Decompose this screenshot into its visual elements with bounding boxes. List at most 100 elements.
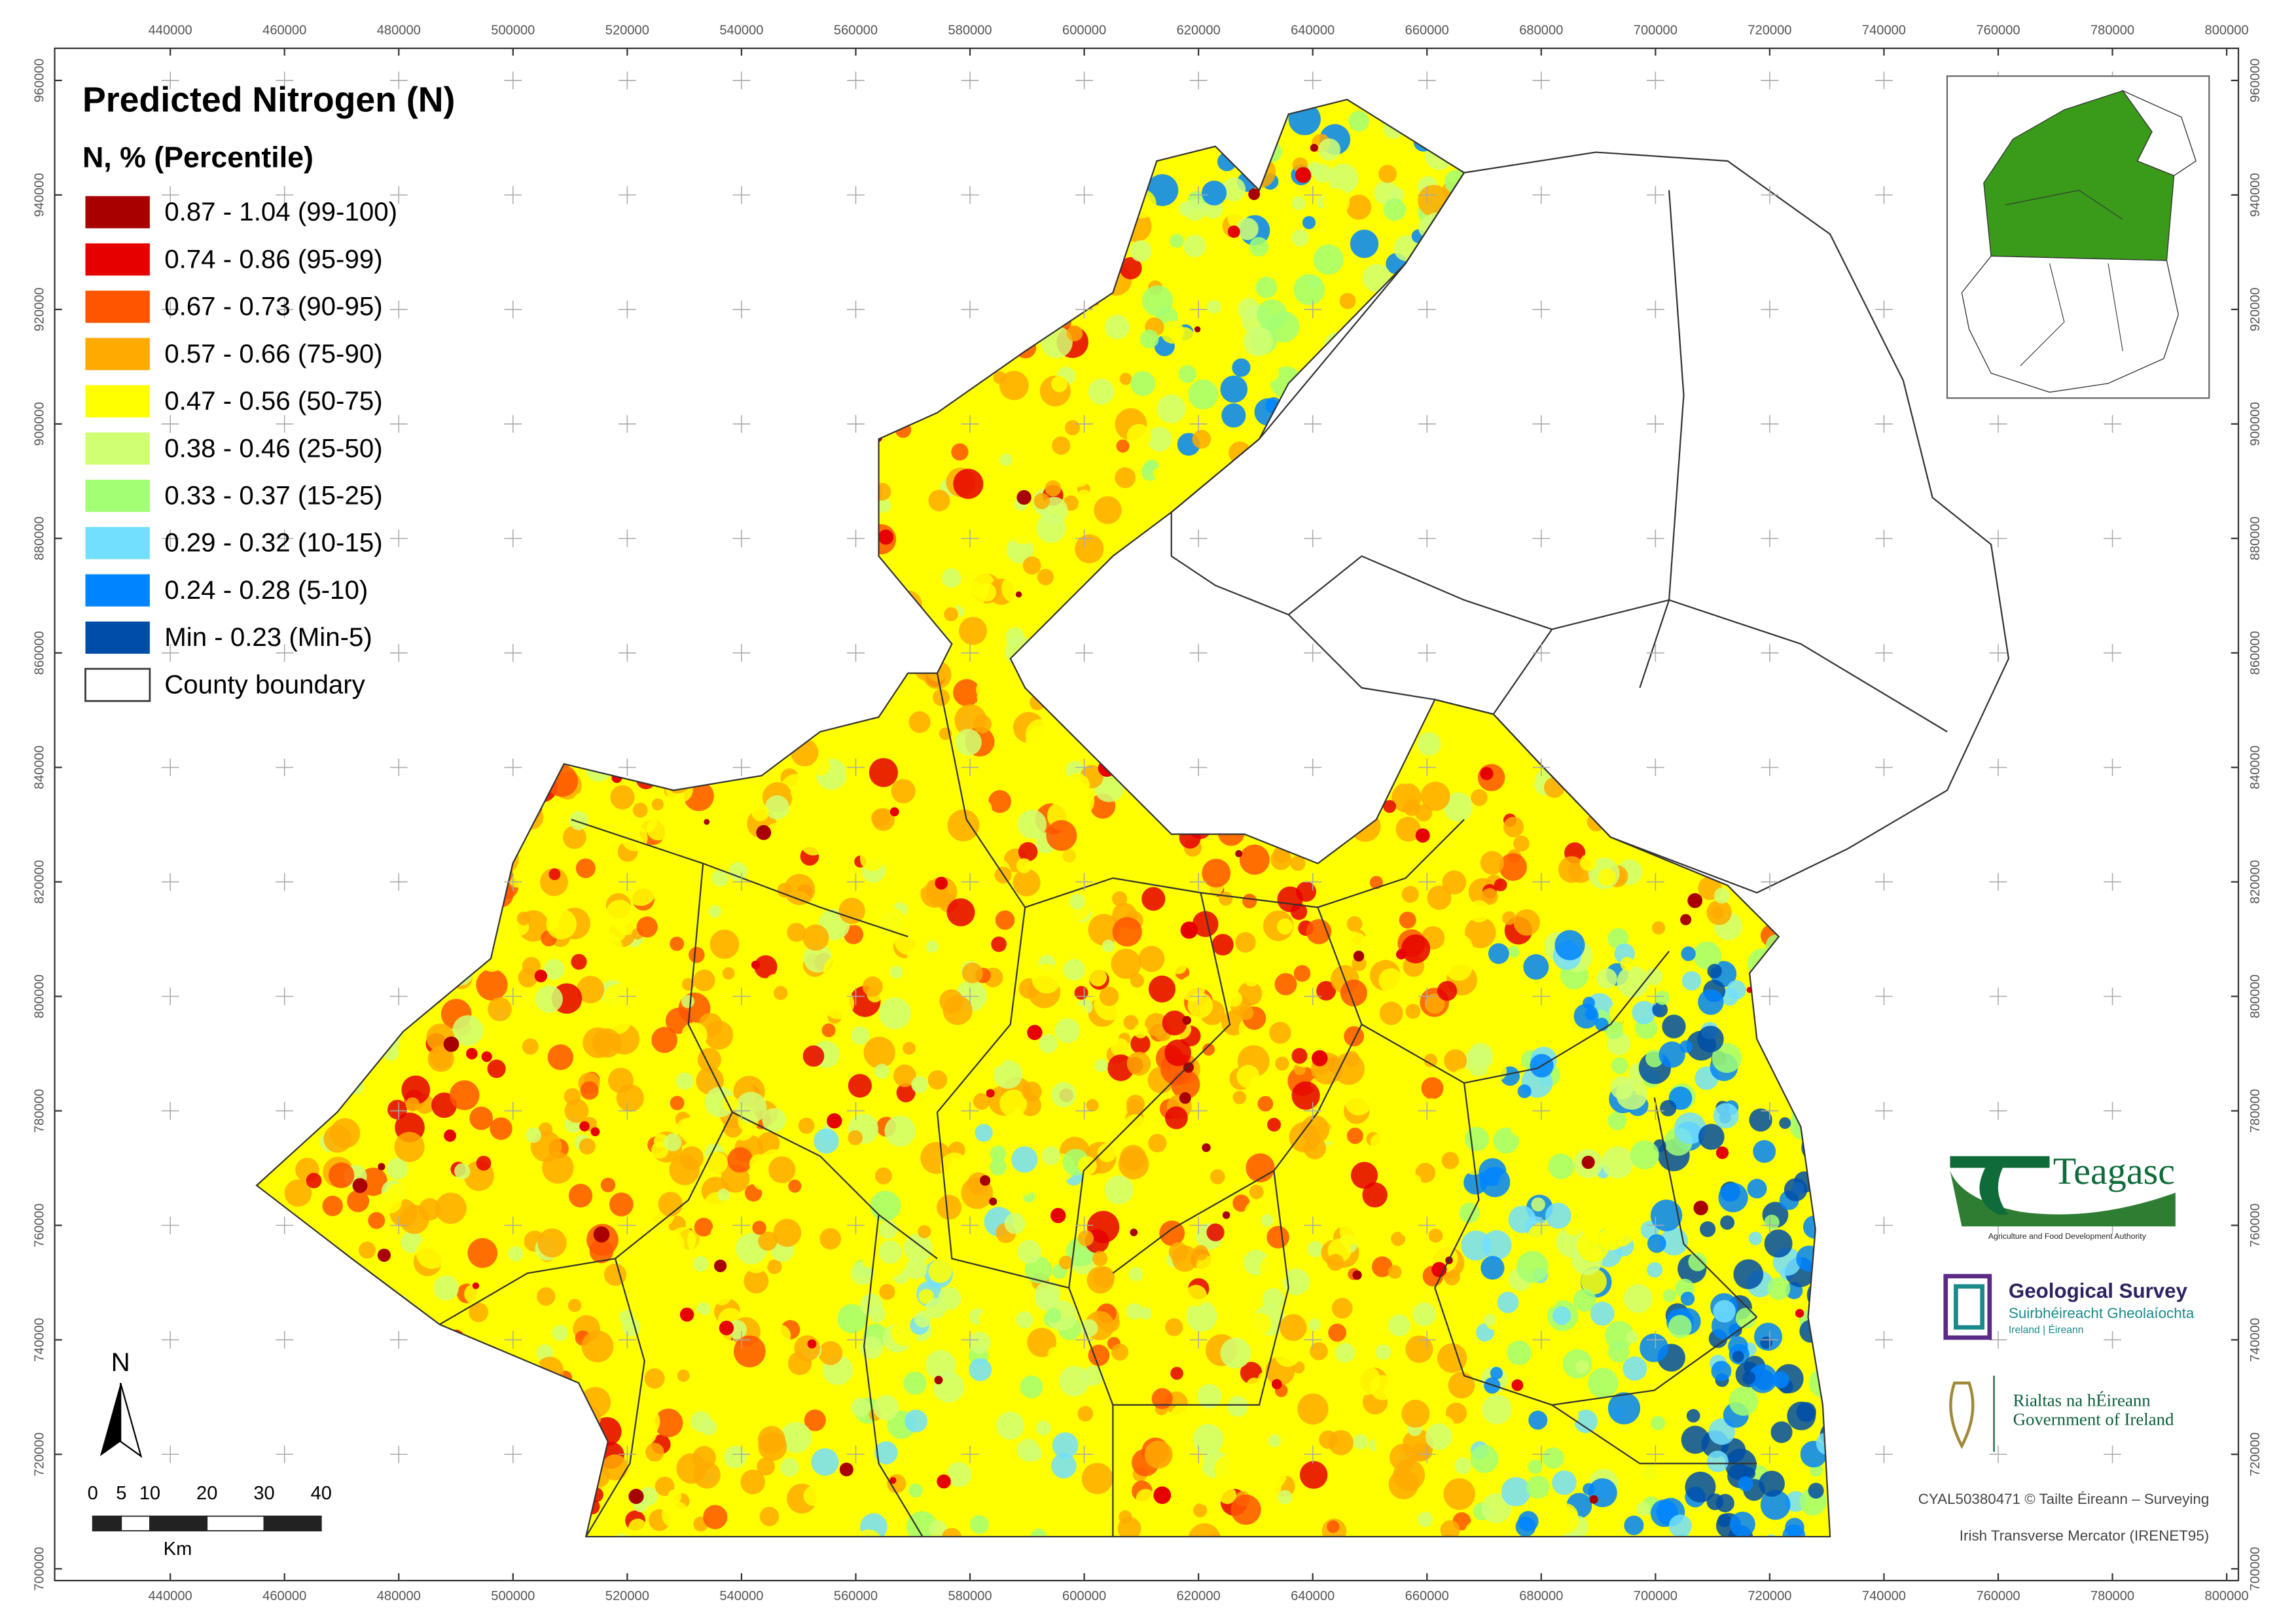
hotspot: [751, 960, 760, 969]
surface-cell: [1170, 1404, 1196, 1429]
surface-cell: [567, 1298, 582, 1312]
surface-cell: [454, 1163, 471, 1179]
surface-cell: [1142, 285, 1174, 317]
surface-cell: [1105, 315, 1130, 340]
surface-cell: [1630, 1140, 1659, 1169]
surface-cell: [946, 898, 975, 927]
surface-cell: [508, 1246, 524, 1262]
surface-cell: [626, 1416, 658, 1448]
surface-cell: [925, 1298, 946, 1319]
gsi-irish: Suirbhéireacht Gheolaíochta: [2009, 1305, 2195, 1321]
surface-cell: [569, 811, 588, 830]
surface-cell: [1464, 1521, 1488, 1537]
surface-cell: [937, 528, 969, 560]
surface-cell: [1638, 1465, 1662, 1489]
surface-cell: [1700, 1221, 1716, 1238]
surface-cell: [1233, 265, 1253, 285]
surface-cell: [1261, 1463, 1287, 1488]
surface-cell: [1353, 1434, 1369, 1450]
surface-cell: [467, 1238, 497, 1268]
surface-cell: [1130, 371, 1156, 397]
surface-cell: [1462, 839, 1484, 861]
surface-cell: [1767, 1277, 1791, 1300]
surface-cell: [1308, 1318, 1321, 1331]
surface-cell: [322, 1196, 343, 1217]
x-tick-label-top: 800000: [2205, 23, 2249, 37]
surface-cell: [1178, 201, 1193, 217]
surface-cell: [1686, 1409, 1700, 1423]
surface-cell: [907, 868, 929, 890]
x-tick-label-top: 700000: [1634, 23, 1677, 37]
surface-cell: [651, 940, 666, 955]
surface-cell: [1045, 480, 1062, 497]
surface-cell: [604, 1263, 627, 1286]
hotspot: [1271, 1379, 1282, 1389]
surface-cell: [1713, 1300, 1736, 1323]
surface-cell: [387, 1099, 408, 1120]
surface-cell: [873, 1395, 899, 1421]
surface-cell: [1051, 376, 1068, 393]
surface-cell: [1554, 930, 1585, 961]
surface-cell: [1497, 1291, 1519, 1313]
surface-cell: [1141, 887, 1166, 911]
surface-cell: [1206, 1223, 1225, 1241]
surface-cell: [1400, 1224, 1412, 1237]
surface-cell: [960, 843, 985, 867]
hotspot: [1352, 1270, 1362, 1280]
surface-cell: [999, 370, 1029, 401]
surface-cell: [1291, 229, 1309, 247]
surface-cell: [744, 1525, 757, 1537]
x-tick-label-top: 620000: [1177, 23, 1221, 37]
surface-cell: [988, 790, 1012, 813]
surface-cell: [1313, 244, 1344, 275]
scale-segment: [120, 1515, 151, 1532]
x-tick-label-bottom: 620000: [1177, 1589, 1221, 1603]
surface-cell: [1350, 229, 1379, 259]
x-tick-label-top: 760000: [1976, 23, 2020, 37]
surface-cell: [405, 1097, 420, 1112]
surface-cell: [1545, 1202, 1571, 1229]
surface-cell: [1258, 1495, 1285, 1521]
surface-cell: [1528, 1410, 1548, 1430]
surface-cell: [651, 1141, 669, 1159]
x-tick-label-bottom: 660000: [1405, 1589, 1449, 1603]
surface-cell: [953, 679, 980, 707]
surface-cell: [561, 887, 581, 906]
surface-cell: [946, 1462, 972, 1488]
surface-cell: [973, 1093, 990, 1110]
surface-cell: [773, 986, 788, 1001]
surface-cell: [1587, 1367, 1619, 1399]
surface-cell: [628, 1518, 647, 1537]
surface-cell: [1077, 1406, 1094, 1422]
surface-cell: [603, 1486, 628, 1511]
y-tick-label-left: 760000: [32, 1204, 46, 1247]
surface-cell: [1144, 1012, 1168, 1037]
surface-cell: [1331, 1298, 1353, 1319]
surface-cell: [1647, 1234, 1666, 1253]
surface-cell: [1378, 968, 1404, 993]
surface-cell: [1196, 1383, 1222, 1409]
surface-cell: [710, 1224, 730, 1244]
surface-cell: [1344, 1088, 1372, 1116]
surface-cell: [1759, 1471, 1785, 1497]
x-tick-label-bottom: 520000: [605, 1589, 649, 1603]
surface-cell: [1425, 1423, 1452, 1450]
surface-cell: [1528, 1222, 1556, 1252]
surface-cell: [1274, 972, 1297, 995]
surface-cell: [1349, 932, 1366, 950]
surface-cell: [812, 729, 842, 760]
x-tick-label-bottom: 560000: [834, 1589, 878, 1603]
surface-cell: [1617, 965, 1649, 998]
surface-cell: [1207, 300, 1221, 314]
surface-cell: [1255, 276, 1278, 298]
surface-cell: [1148, 1133, 1167, 1152]
surface-cell: [1738, 1476, 1753, 1491]
surface-cell: [610, 785, 635, 810]
surface-cell: [1640, 1333, 1668, 1363]
surface-cell: [1147, 427, 1172, 452]
surface-cell: [548, 868, 561, 880]
surface-cell: [995, 910, 1015, 930]
surface-cell: [878, 997, 911, 1029]
surface-cell: [476, 1082, 507, 1113]
surface-cell: [937, 1194, 962, 1220]
